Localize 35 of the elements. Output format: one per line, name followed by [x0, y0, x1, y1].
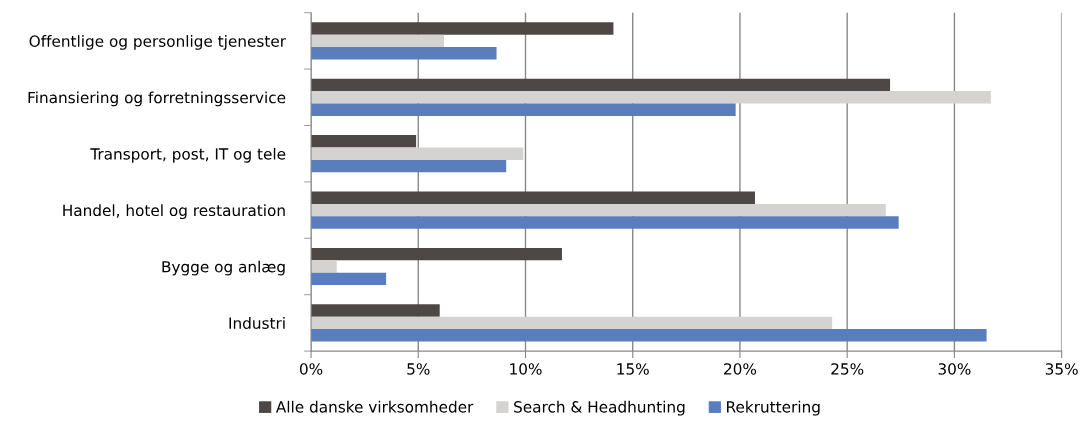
y-tick-label: Bygge og anlæg [162, 260, 285, 276]
x-tick-label: 35% [1045, 363, 1078, 375]
x-tick-label: 15% [617, 363, 649, 375]
legend-label: Alle danske virksomheder [275, 400, 474, 413]
bar [311, 316, 833, 330]
x-tick-label: 20% [724, 363, 757, 375]
bar [311, 47, 497, 60]
y-tick-label: Transport, post, IT og tele [90, 147, 286, 163]
bar [311, 260, 337, 273]
y-tick-label: Finansiering og forretningsservice [28, 91, 286, 107]
bar [311, 247, 562, 261]
bar [311, 272, 387, 286]
bar [311, 34, 444, 48]
bar [311, 135, 417, 148]
x-tick-label: 25% [831, 363, 864, 375]
legend-label: Rekruttering [727, 400, 820, 416]
x-tick-label: 30% [938, 363, 971, 375]
x-tick-label: 10% [510, 363, 542, 375]
y-tick-label: Industri [229, 317, 285, 329]
bar [311, 91, 991, 104]
bar [311, 216, 899, 229]
bar [311, 78, 891, 92]
bar [311, 203, 886, 217]
y-tick-label: Handel, hotel og restauration [63, 204, 285, 220]
bar [311, 147, 524, 160]
legend-label: Search & Headhunting [514, 400, 685, 416]
bar [311, 329, 987, 342]
bar [311, 22, 614, 35]
y-tick-label: Offentlige og personlige tjenester [29, 35, 287, 50]
bar [311, 103, 736, 116]
x-tick-label: 0% [299, 363, 323, 375]
bar [311, 304, 440, 317]
bar [311, 159, 507, 173]
bar [311, 191, 755, 204]
x-tick-label: 5% [407, 363, 430, 375]
